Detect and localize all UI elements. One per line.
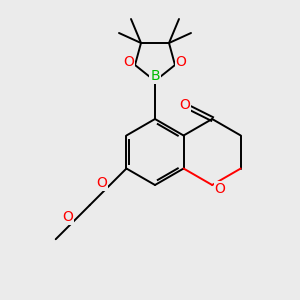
Text: O: O [124,55,134,69]
Text: B: B [150,69,160,83]
Text: O: O [96,176,107,190]
Text: O: O [215,182,226,196]
Text: O: O [176,55,186,69]
Text: O: O [62,210,73,224]
Text: O: O [179,98,190,112]
